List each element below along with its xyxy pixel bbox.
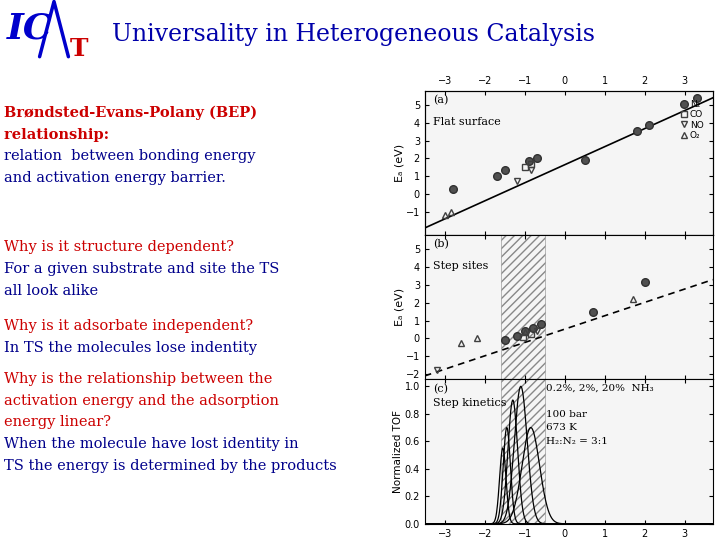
Text: activation energy and the adsorption: activation energy and the adsorption <box>4 394 279 408</box>
Text: Brøndsted-Evans-Polany (BEP): Brøndsted-Evans-Polany (BEP) <box>4 106 257 120</box>
Text: IC: IC <box>7 12 53 46</box>
Text: (c): (c) <box>433 384 449 394</box>
Text: all look alike: all look alike <box>4 284 98 298</box>
Text: Flat surface: Flat surface <box>433 117 501 127</box>
Text: Why is it adsorbate independent?: Why is it adsorbate independent? <box>4 320 253 334</box>
Y-axis label: Normalized TOF: Normalized TOF <box>393 410 403 493</box>
Text: relation  between bonding energy: relation between bonding energy <box>4 150 256 164</box>
Text: In TS the molecules lose indentity: In TS the molecules lose indentity <box>4 341 257 355</box>
Text: For a given substrate and site the TS: For a given substrate and site the TS <box>4 262 279 276</box>
Text: T: T <box>70 37 89 61</box>
Y-axis label: Eₐ (eV): Eₐ (eV) <box>394 288 404 326</box>
Y-axis label: Eₐ (eV): Eₐ (eV) <box>395 144 405 182</box>
Text: Universality in Heterogeneous Catalysis: Universality in Heterogeneous Catalysis <box>112 23 595 45</box>
Text: Why is it structure dependent?: Why is it structure dependent? <box>4 240 234 254</box>
Text: Step kinetics: Step kinetics <box>433 398 507 408</box>
Text: When the molecule have lost identity in: When the molecule have lost identity in <box>4 437 298 451</box>
Text: relationship:: relationship: <box>4 127 114 141</box>
Text: Step sites: Step sites <box>433 261 489 271</box>
Text: Why is the relationship between the: Why is the relationship between the <box>4 372 272 386</box>
Text: (a): (a) <box>433 95 449 105</box>
Text: and activation energy barrier.: and activation energy barrier. <box>4 171 225 185</box>
Bar <box>501 380 545 524</box>
Legend: N₂, CO, NO, O₂: N₂, CO, NO, O₂ <box>680 98 706 142</box>
Bar <box>501 235 545 380</box>
Text: 0.2%, 2%, 20%  NH₃

100 bar
673 K
H₂:N₂ = 3:1: 0.2%, 2%, 20% NH₃ 100 bar 673 K H₂:N₂ = … <box>546 384 653 446</box>
Text: (b): (b) <box>433 239 449 249</box>
Text: TS the energy is determined by the products: TS the energy is determined by the produ… <box>4 459 336 473</box>
Text: energy linear?: energy linear? <box>4 415 111 429</box>
